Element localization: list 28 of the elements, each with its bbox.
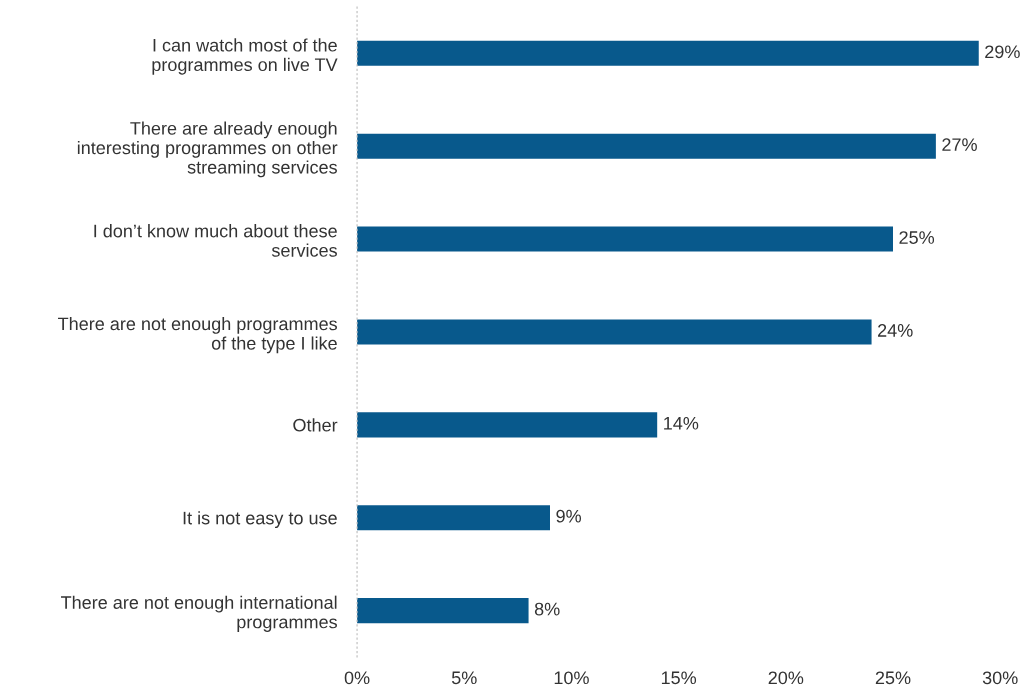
data-label: 9% xyxy=(556,509,582,523)
x-tick-label: 15% xyxy=(661,671,697,685)
y-tick-label: I can watch most of the programmes on live TV xyxy=(152,38,338,75)
bar xyxy=(357,226,893,252)
data-label: 25% xyxy=(899,231,935,244)
bar xyxy=(357,598,529,624)
y-tick-label: There are not enough programmes of the type I like xyxy=(58,317,337,354)
y-tick-label: There are already enough interesting programmes on other streaming services xyxy=(77,121,338,178)
bar xyxy=(357,505,550,531)
data-label: 14% xyxy=(664,416,699,430)
data-label: 24% xyxy=(878,324,913,337)
x-tick-label: 30% xyxy=(982,671,1018,685)
data-label: 8% xyxy=(534,602,560,616)
y-tick-label: There are not enough international programmes xyxy=(61,595,337,632)
data-label: 27% xyxy=(942,138,977,151)
x-tick-label: 25% xyxy=(875,671,911,685)
y-tick-label: It is not easy to use xyxy=(183,511,337,529)
bar xyxy=(357,412,658,438)
bar xyxy=(357,40,979,66)
y-tick-label: I don’t know much about these services xyxy=(94,224,337,257)
y-tick-label: Other xyxy=(293,418,338,432)
x-tick-label: 20% xyxy=(768,671,804,685)
data-label: 29% xyxy=(985,45,1020,59)
bar xyxy=(357,319,872,345)
x-tick-label: 0% xyxy=(344,671,370,685)
bar xyxy=(357,133,936,159)
x-tick-label: 10% xyxy=(554,671,589,685)
x-tick-label: 5% xyxy=(451,671,477,685)
